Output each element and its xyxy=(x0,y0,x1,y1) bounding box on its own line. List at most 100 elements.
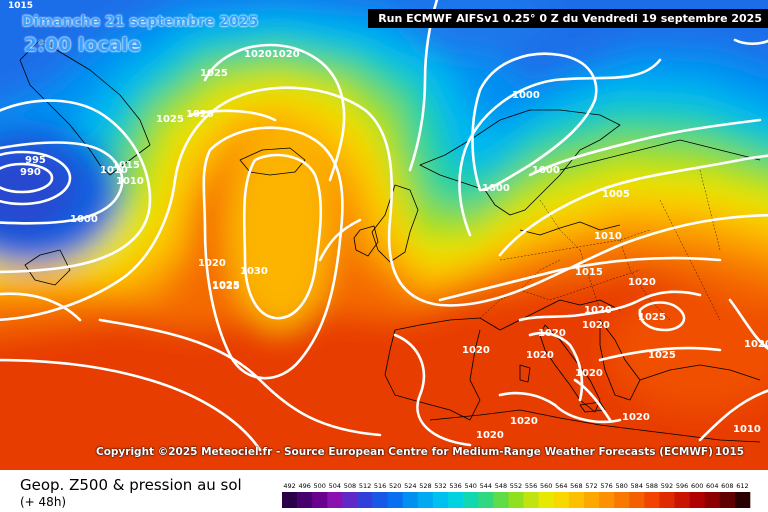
scale-tick-label: 540 xyxy=(464,482,476,490)
isobar-label: 1005 xyxy=(602,189,630,200)
copyright-line: Copyright ©2025 Meteociel.fr - Source Eu… xyxy=(96,446,744,458)
scale-tick-label: 596 xyxy=(676,482,688,490)
isobar-label: 1020 xyxy=(526,350,554,361)
scale-color-swatch xyxy=(493,492,509,508)
map-title: Geop. Z500 & pression au sol xyxy=(20,476,242,494)
scale-color-swatch xyxy=(312,492,328,508)
scale-color-swatch xyxy=(432,492,449,508)
scale-tick-label: 568 xyxy=(570,482,582,490)
scale-tick-label: 524 xyxy=(404,482,416,490)
geopotential-field xyxy=(0,0,768,470)
scale-color-swatch xyxy=(734,492,751,508)
forecast-local-time: 2:00 locale xyxy=(24,34,141,56)
isobar-label: 1020 xyxy=(476,430,504,441)
isobar-label: 1020 xyxy=(510,416,538,427)
color-scale: 492 496 500 504 508 512 516 520 524 528 532 536 540 5… xyxy=(282,482,751,508)
model-run-info: Run ECMWF AIFSv1 0.25° 0 Z du Vendredi 1… xyxy=(368,9,768,28)
isobar-label: 1020 xyxy=(628,277,656,288)
isobar-label: 1020 xyxy=(575,368,603,379)
isobar-label: 1010 xyxy=(594,231,622,242)
isobar-label: 1020 xyxy=(622,412,650,423)
forecast-lead-time: (+ 48h) xyxy=(20,495,67,509)
isobar-label: 1020 xyxy=(744,339,768,350)
isobar-label: 1010 xyxy=(733,424,761,435)
isobar-label: 1025 xyxy=(200,68,228,79)
scale-color-swatch xyxy=(372,492,388,508)
scale-tick-label: 552 xyxy=(510,482,522,490)
isobar-label: 1000 xyxy=(532,165,560,176)
scale-tick-label: 512 xyxy=(359,482,371,490)
scale-color-swatch xyxy=(417,492,434,508)
scale-color-swatch xyxy=(538,492,555,508)
scale-tick-label: 508 xyxy=(344,482,356,490)
copyright-text: Copyright ©2025 Meteociel.fr - Source Eu… xyxy=(96,446,713,458)
forecast-map: 995 990 1000 1015 1010 1010 1020 1025 10… xyxy=(0,0,768,470)
isobar-label: 1025 xyxy=(156,114,184,125)
isobar-label: 1020 xyxy=(462,345,490,356)
scale-color-swatch xyxy=(357,492,373,508)
scale-color-swatch xyxy=(568,492,585,508)
isobar-lines xyxy=(0,0,768,450)
scale-color-swatch xyxy=(599,492,615,508)
isobar-label: 1015 xyxy=(575,267,603,278)
isobar-label: 1020 xyxy=(582,320,610,331)
isobar-label: 1020 xyxy=(538,328,566,339)
scale-tick-label: 600 xyxy=(691,482,703,490)
isobar-label: 10201020 xyxy=(244,49,300,60)
scale-tick-label: 604 xyxy=(706,482,718,490)
isobar-label: 1000 xyxy=(512,90,540,101)
scale-tick-label: 576 xyxy=(600,482,612,490)
scale-tick-label: 592 xyxy=(661,482,673,490)
scale-tick-label: 500 xyxy=(314,482,326,490)
scale-color-swatch xyxy=(327,492,343,508)
isobar-label: 1020 xyxy=(584,305,612,316)
isobar-labels: 995 990 1000 1015 1010 1010 1020 1025 10… xyxy=(20,49,768,441)
scale-tick-label: 556 xyxy=(525,482,537,490)
scale-tick-label: 532 xyxy=(434,482,446,490)
corner-isobar-value: 1015 xyxy=(8,1,34,11)
scale-tick-label: 496 xyxy=(298,482,310,490)
scale-tick-label: 520 xyxy=(389,482,401,490)
scale-tick-label: 584 xyxy=(631,482,643,490)
scale-color-swatch xyxy=(342,492,358,508)
isobar-label: 1030 xyxy=(240,266,268,277)
scale-color-swatch xyxy=(297,492,313,508)
isobar-label: 1000 xyxy=(482,183,510,194)
scale-tick-label: 564 xyxy=(555,482,567,490)
scale-tick-label: 580 xyxy=(615,482,627,490)
legend-panel: Geop. Z500 & pression au sol (+ 48h) 492… xyxy=(0,470,768,512)
scale-color-swatch xyxy=(689,492,706,508)
scale-color-swatch xyxy=(478,492,494,508)
scale-color-swatch xyxy=(448,492,464,508)
isobar-label: 1000 xyxy=(70,214,98,225)
scale-tick-label: 548 xyxy=(495,482,507,490)
isobar-label: 1020 xyxy=(186,109,214,120)
scale-tick-label: 612 xyxy=(736,482,748,490)
scale-color-swatch xyxy=(704,492,721,508)
scale-tick-label: 516 xyxy=(374,482,386,490)
scale-color-swatch xyxy=(463,492,479,508)
isobar-label: 1025 xyxy=(648,350,676,361)
isobar-label: 1025 xyxy=(212,281,240,292)
forecast-date: Dimanche 21 septembre 2025 xyxy=(22,14,259,30)
scale-color-swatch xyxy=(719,492,736,508)
isobar-label: 1015 xyxy=(112,160,140,171)
scale-color-swatch xyxy=(674,492,690,508)
scale-color-swatch xyxy=(387,492,404,508)
scale-tick-label: 504 xyxy=(329,482,341,490)
scale-color-swatch xyxy=(614,492,630,508)
scale-tick-label: 492 xyxy=(283,482,295,490)
scale-tick-label: 560 xyxy=(540,482,552,490)
isobar-label: 1025 xyxy=(212,280,240,291)
scale-tick-label: 528 xyxy=(419,482,431,490)
scale-tick-label: 536 xyxy=(449,482,461,490)
scale-color-swatch xyxy=(402,492,419,508)
isobar-label: 1010 xyxy=(116,176,144,187)
isobar-label: 995 xyxy=(25,155,46,166)
scale-color-swatch xyxy=(508,492,524,508)
scale-tick-label: 608 xyxy=(721,482,733,490)
scale-color-swatch xyxy=(553,492,570,508)
scale-color-swatch xyxy=(523,492,539,508)
isobar-label: 1020 xyxy=(198,258,226,269)
